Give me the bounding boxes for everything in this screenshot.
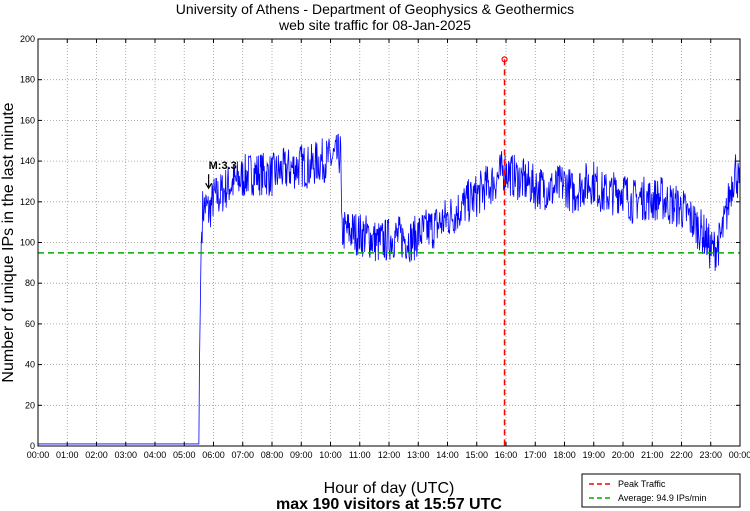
x-tick-label: 23:00 — [699, 450, 722, 460]
x-tick-label: 07:00 — [231, 450, 254, 460]
chart-titles: University of Athens - Department of Geo… — [176, 1, 574, 33]
y-tick-label: 140 — [20, 156, 35, 166]
x-tick-label: 01:00 — [56, 450, 79, 460]
plot-border — [37, 38, 741, 447]
x-tick-label: 00:00 — [27, 450, 50, 460]
peak-summary-label: max 190 visitors at 15:57 UTC — [276, 496, 502, 511]
legend: Peak Traffic Average: 94.9 IPs/min — [581, 473, 741, 508]
y-tick-label: 60 — [25, 319, 35, 329]
legend-box — [581, 473, 741, 508]
y-tick-label: 80 — [25, 278, 35, 288]
chart-title: University of Athens - Department of Geo… — [176, 1, 574, 17]
chart-subtitle: web site traffic for 08-Jan-2025 — [278, 17, 471, 33]
x-tick-label: 03:00 — [114, 450, 137, 460]
y-tick-label: 120 — [20, 197, 35, 207]
x-tick-label: 17:00 — [524, 450, 547, 460]
y-tick-label: 0 — [30, 441, 35, 451]
x-tick-label: 22:00 — [670, 450, 693, 460]
x-tick-label: 06:00 — [202, 450, 225, 460]
x-axis-label: Hour of day (UTC) — [324, 480, 455, 497]
x-tick-label: 04:00 — [144, 450, 167, 460]
x-tick-label: 10:00 — [319, 450, 342, 460]
x-tick-label: 14:00 — [436, 450, 459, 460]
y-tick-label: 160 — [20, 115, 35, 125]
traffic-series-line — [38, 133, 741, 445]
x-tick-label: 18:00 — [553, 450, 576, 460]
x-tick-label: 13:00 — [407, 450, 430, 460]
series-layer: M:3.3 — [38, 56, 741, 446]
annotation-arrow-head — [205, 182, 213, 190]
x-tick-label: 00:00 — [729, 450, 750, 460]
legend-entry-label: Peak Traffic — [618, 479, 666, 489]
x-tick-label: 09:00 — [290, 450, 313, 460]
x-tick-label: 08:00 — [261, 450, 284, 460]
y-axis-label: Number of unique IPs in the last minute — [0, 102, 17, 382]
peak-marker — [501, 56, 508, 63]
x-tick-label: 05:00 — [173, 450, 196, 460]
legend-entry-label: Average: 94.9 IPs/min — [618, 493, 706, 503]
y-tick-label: 180 — [20, 75, 35, 85]
x-tick-label: 21:00 — [641, 450, 664, 460]
x-tick-label: 02:00 — [85, 450, 108, 460]
x-tick-label: 15:00 — [465, 450, 488, 460]
x-tick-label: 12:00 — [378, 450, 401, 460]
earthquake-annotation-label: M:3.3 — [209, 160, 237, 172]
x-tick-label: 16:00 — [495, 450, 518, 460]
x-tick-label: 19:00 — [582, 450, 605, 460]
y-tick-label: 100 — [20, 238, 35, 248]
y-tick-label: 20 — [25, 400, 35, 410]
y-tick-label: 200 — [20, 34, 35, 44]
x-axis: 00:00 01:00 02:00 03:00 04:00 05:00 06:00 07:00… — [27, 39, 750, 460]
y-tick-label: 40 — [25, 360, 35, 370]
x-tick-label: 11:00 — [349, 450, 371, 460]
x-tick-label: 20:00 — [612, 450, 635, 460]
